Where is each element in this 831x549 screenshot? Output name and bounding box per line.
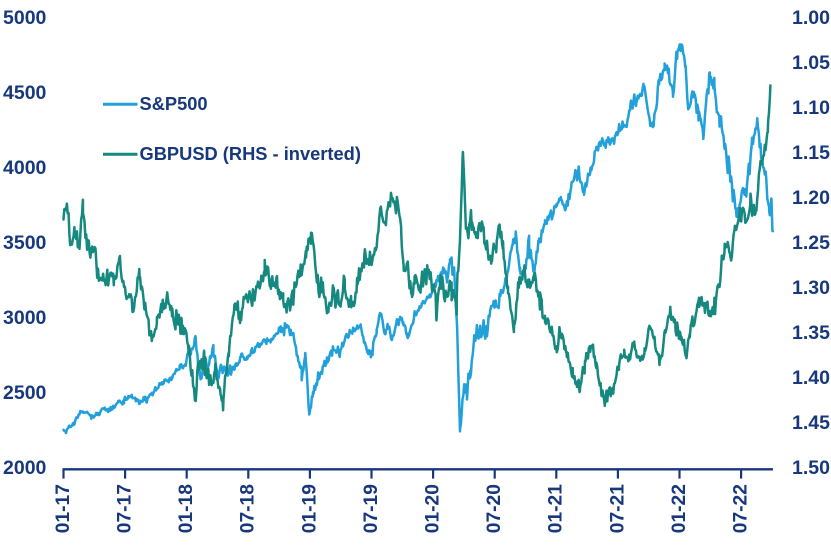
svg-text:01-17: 01-17 — [53, 484, 74, 533]
svg-text:1.25: 1.25 — [792, 232, 830, 254]
svg-text:1.15: 1.15 — [792, 142, 830, 164]
svg-text:S&P500: S&P500 — [140, 93, 208, 114]
svg-text:4000: 4000 — [3, 157, 47, 179]
svg-text:07-17: 07-17 — [115, 484, 136, 533]
svg-text:07-21: 07-21 — [607, 484, 628, 533]
svg-text:5000: 5000 — [3, 7, 47, 29]
svg-text:01-19: 01-19 — [299, 484, 320, 533]
svg-text:07-20: 07-20 — [484, 484, 505, 533]
svg-text:GBPUSD (RHS - inverted): GBPUSD (RHS - inverted) — [140, 143, 361, 164]
svg-text:1.05: 1.05 — [792, 52, 830, 74]
svg-text:01-22: 01-22 — [669, 484, 690, 533]
svg-text:3500: 3500 — [3, 232, 47, 254]
svg-text:1.20: 1.20 — [792, 187, 830, 209]
svg-text:07-19: 07-19 — [361, 484, 382, 533]
svg-text:07-18: 07-18 — [238, 484, 259, 533]
svg-text:1.00: 1.00 — [792, 7, 830, 29]
svg-text:1.50: 1.50 — [792, 457, 830, 479]
svg-text:1.35: 1.35 — [792, 322, 830, 344]
svg-text:2500: 2500 — [3, 382, 47, 404]
svg-text:1.30: 1.30 — [792, 277, 830, 299]
svg-text:01-18: 01-18 — [176, 484, 197, 533]
svg-text:1.10: 1.10 — [792, 97, 830, 119]
svg-text:01-20: 01-20 — [423, 484, 444, 533]
svg-text:2000: 2000 — [3, 457, 47, 479]
svg-text:1.45: 1.45 — [792, 412, 830, 434]
svg-text:1.40: 1.40 — [792, 367, 830, 389]
svg-text:07-22: 07-22 — [731, 484, 752, 533]
svg-text:01-21: 01-21 — [546, 484, 567, 533]
svg-text:3000: 3000 — [3, 307, 47, 329]
svg-text:4500: 4500 — [3, 82, 47, 104]
